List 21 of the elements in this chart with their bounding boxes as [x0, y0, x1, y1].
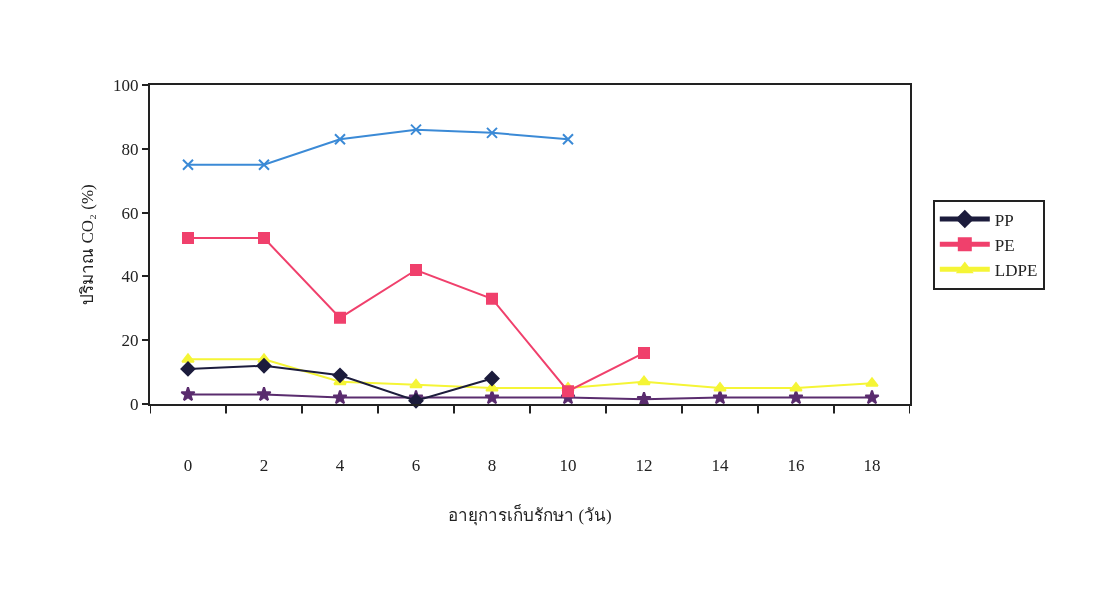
x-tick-label: 6 [411, 456, 421, 476]
y-tick-label: 100 [113, 75, 139, 95]
legend-label: LDPE [994, 260, 1038, 280]
x-tick-label: 18 [863, 456, 881, 476]
legend-label: PE [994, 235, 1015, 255]
legend-label: PP [994, 210, 1014, 230]
y-tick-label: 80 [121, 139, 139, 159]
x-tick-label: 0 [183, 456, 193, 476]
y-axis-title: ปริมาณ CO₂ (%) [78, 184, 98, 305]
x-tick-label: 16 [787, 456, 805, 476]
x-tick-label: 4 [335, 456, 345, 476]
y-tick-label: 60 [121, 203, 139, 223]
y-tick-label: 40 [121, 267, 139, 287]
x-axis-title: อายุการเก็บรักษา (วัน) [448, 504, 612, 527]
x-tick-label: 8 [487, 456, 497, 476]
x-tick-label: 2 [259, 456, 269, 476]
x-tick-label: 10 [559, 456, 577, 476]
y-tick-label: 0 [130, 394, 139, 414]
x-tick-label: 14 [711, 456, 729, 476]
y-tick-label: 20 [121, 331, 139, 351]
x-tick-label: 12 [635, 456, 653, 476]
